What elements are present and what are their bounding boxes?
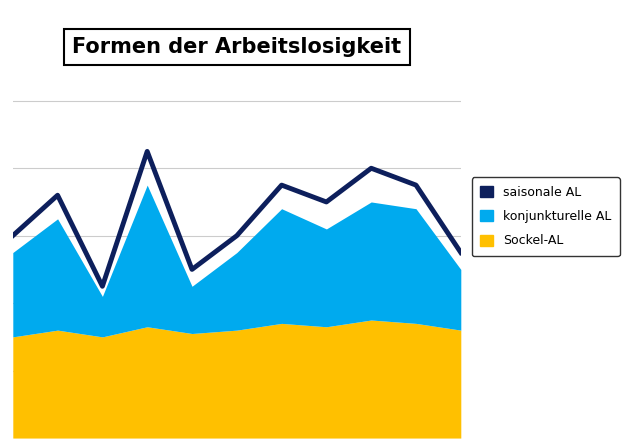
Legend: saisonale AL, konjunkturelle AL, Sockel-AL: saisonale AL, konjunkturelle AL, Sockel-… — [472, 177, 620, 256]
Title: Formen der Arbeitslosigkeit: Formen der Arbeitslosigkeit — [72, 37, 401, 57]
